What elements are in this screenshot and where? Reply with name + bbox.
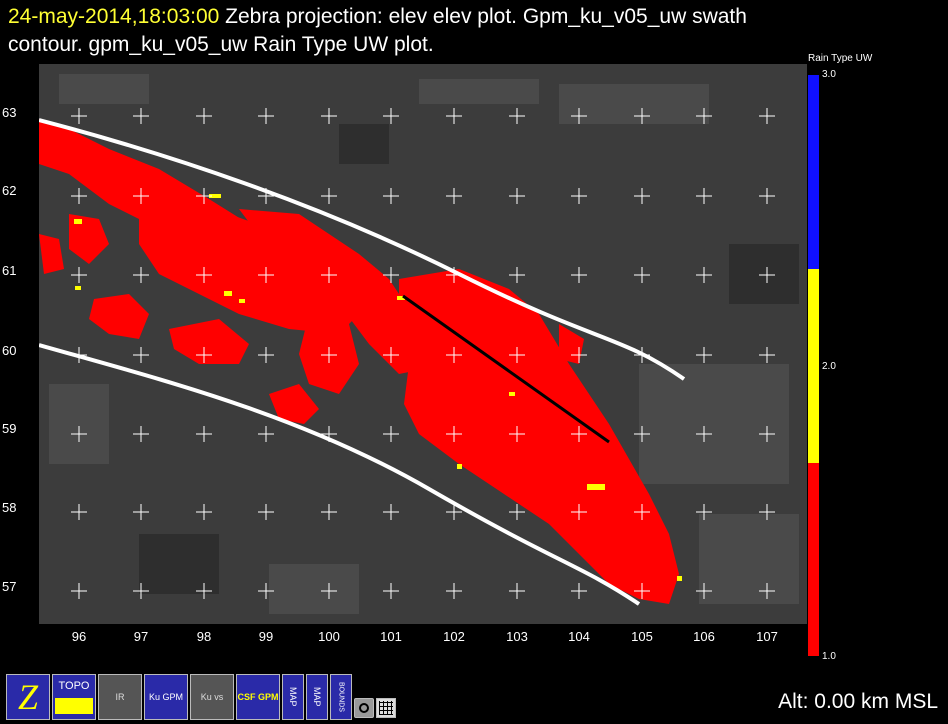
title-text-1: Zebra projection: elev elev plot. Gpm_ku… bbox=[225, 5, 747, 28]
colorbar-tick-1: 1.0 bbox=[822, 651, 836, 662]
terrain-texture bbox=[49, 74, 799, 614]
x-tick-99: 99 bbox=[258, 629, 274, 644]
x-tick-104: 104 bbox=[568, 629, 590, 644]
x-tick-102: 102 bbox=[443, 629, 465, 644]
colorbar-label: Rain Type UW bbox=[808, 53, 873, 64]
colorbar-tick-3: 3.0 bbox=[822, 69, 836, 80]
x-tick-100: 100 bbox=[318, 629, 340, 644]
colorbar-blue bbox=[808, 75, 819, 269]
map-button-2[interactable]: MAP bbox=[306, 674, 328, 720]
y-tick-63: 63 bbox=[2, 105, 17, 120]
colorbar-yellow bbox=[808, 269, 819, 463]
topo-button[interactable]: TOPO bbox=[52, 674, 96, 720]
x-tick-98: 98 bbox=[196, 629, 212, 644]
bounds-button[interactable]: BOUNDS bbox=[330, 674, 352, 720]
ku-gpm-button[interactable]: Ku GPM bbox=[144, 674, 188, 720]
ku-vs-button[interactable]: Ku vs bbox=[190, 674, 234, 720]
swath-edge-north bbox=[39, 118, 686, 381]
topo-icon bbox=[55, 698, 93, 714]
rain-type-yellow bbox=[74, 194, 682, 581]
x-tick-101: 101 bbox=[380, 629, 402, 644]
map-plot[interactable] bbox=[39, 64, 807, 624]
y-tick-62: 62 bbox=[2, 183, 17, 198]
y-tick-61: 61 bbox=[2, 263, 17, 278]
zebra-button[interactable]: Z bbox=[6, 674, 50, 720]
y-tick-58: 58 bbox=[2, 500, 17, 515]
x-tick-105: 105 bbox=[631, 629, 653, 644]
x-tick-106: 106 bbox=[693, 629, 715, 644]
colorbar-tick-2: 2.0 bbox=[822, 361, 836, 372]
y-tick-59: 59 bbox=[2, 421, 17, 436]
map-button-1[interactable]: MAP bbox=[282, 674, 304, 720]
ir-overlay-button[interactable]: IR bbox=[98, 674, 142, 720]
cross-section-line[interactable] bbox=[402, 294, 610, 444]
bottom-toolbar: Z TOPO IR Ku GPM Ku vs CSF GPM MAP MAP B… bbox=[6, 672, 396, 720]
grid-icon[interactable] bbox=[376, 698, 396, 718]
colorbar bbox=[808, 75, 819, 656]
csf-gpm-button[interactable]: CSF GPM bbox=[236, 674, 280, 720]
terrain-dark bbox=[139, 124, 799, 594]
swath-edge-south bbox=[39, 343, 641, 606]
x-tick-103: 103 bbox=[506, 629, 528, 644]
title-line-1: 24-may-2014,18:03:00 Zebra projection: e… bbox=[8, 3, 747, 31]
timestamp: 24-may-2014,18:03:00 bbox=[8, 5, 220, 28]
x-tick-96: 96 bbox=[71, 629, 87, 644]
altitude-readout: Alt: 0.00 km MSL bbox=[778, 690, 938, 713]
title-line-2: contour. gpm_ku_v05_uw Rain Type UW plot… bbox=[8, 33, 434, 56]
x-tick-107: 107 bbox=[756, 629, 778, 644]
rain-type-field bbox=[39, 119, 679, 604]
y-tick-57: 57 bbox=[2, 579, 17, 594]
x-tick-97: 97 bbox=[133, 629, 149, 644]
plot-title: 24-may-2014,18:03:00 Zebra projection: e… bbox=[8, 3, 747, 59]
colorbar-red bbox=[808, 463, 819, 656]
y-tick-60: 60 bbox=[2, 343, 17, 358]
grid-crosses bbox=[71, 108, 775, 599]
record-icon[interactable] bbox=[354, 698, 374, 718]
